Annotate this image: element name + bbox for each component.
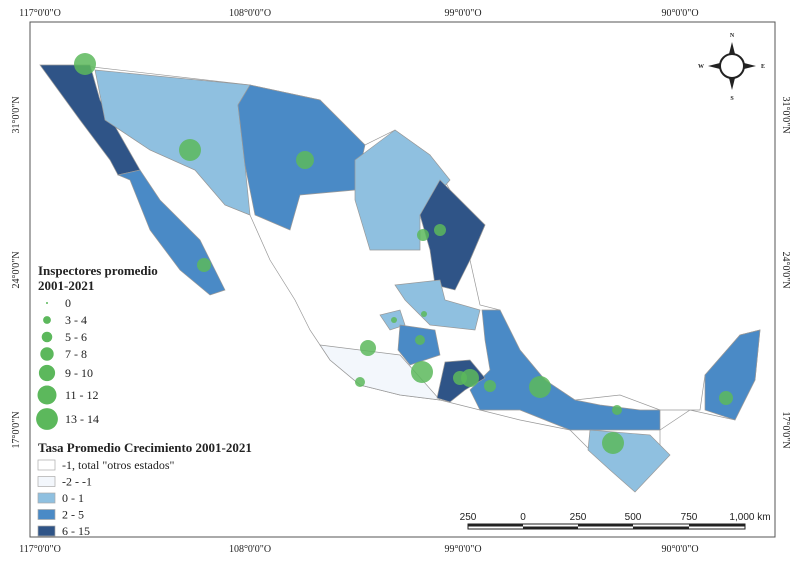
bubble xyxy=(197,258,211,272)
legend-title: Inspectores promedio xyxy=(38,263,158,278)
legend-title: Tasa Promedio Crecimiento 2001-2021 xyxy=(38,440,252,455)
bubble xyxy=(360,340,376,356)
state xyxy=(397,324,441,366)
compass-w: W xyxy=(698,64,704,70)
graticule-label-left: 24°0'0"N xyxy=(11,251,22,288)
bubble xyxy=(602,432,624,454)
scale-bar xyxy=(467,523,746,530)
scale-label: 0 xyxy=(520,512,526,523)
compass: N S E W xyxy=(698,33,765,102)
bubble xyxy=(417,229,429,241)
graticule-label-bottom: 90°0'0"O xyxy=(661,544,698,555)
bubble xyxy=(484,380,496,392)
scale-bar-seg xyxy=(523,526,578,529)
graticule-label-top: 99°0'0"O xyxy=(444,8,481,19)
scale-bar-seg xyxy=(578,524,633,527)
bubble xyxy=(296,151,314,169)
legend-swatch xyxy=(37,509,56,520)
bubble xyxy=(719,391,733,405)
legend-swatch xyxy=(37,476,56,487)
bubble xyxy=(391,317,397,323)
compass-arrows xyxy=(708,42,756,90)
scale-bar-seg xyxy=(689,524,745,527)
bubble xyxy=(529,376,551,398)
graticule-label-top: 90°0'0"O xyxy=(661,8,698,19)
legend-swatch xyxy=(37,492,56,504)
graticule-label-left: 17°0'0"N xyxy=(11,411,22,448)
legend-bubble xyxy=(43,316,51,324)
legend-label: -2 - -1 xyxy=(62,475,92,489)
legend-bubble xyxy=(46,302,48,304)
scale-label: 1,000 km xyxy=(729,512,770,523)
graticule-label-bottom: 108°0'0"O xyxy=(229,544,271,555)
legend-label: 6 - 15 xyxy=(62,524,90,538)
bubble xyxy=(461,369,479,387)
compass-e: E xyxy=(761,64,765,70)
scale-label: 250 xyxy=(570,512,587,523)
graticule-label-right: 31°0'0"N xyxy=(780,96,791,133)
graticule-label-right: 17°0'0"N xyxy=(780,411,791,448)
graticule-label-top: 108°0'0"O xyxy=(229,8,271,19)
scale-label: 250 xyxy=(460,512,477,523)
bubble xyxy=(355,377,365,387)
bubble xyxy=(411,361,433,383)
graticule-label-left: 31°0'0"N xyxy=(11,96,22,133)
legend-bubble xyxy=(37,385,57,405)
legend-label: 5 - 6 xyxy=(65,330,87,344)
state xyxy=(319,344,441,401)
bubble xyxy=(434,224,446,236)
legend-label: 7 - 8 xyxy=(65,347,87,361)
graticule-label-right: 24°0'0"N xyxy=(780,251,791,288)
legend-bubble xyxy=(40,347,54,361)
legend-swatch xyxy=(37,525,56,537)
legend-bubble xyxy=(36,408,58,430)
legend-label: 11 - 12 xyxy=(65,388,99,402)
bubble xyxy=(612,405,622,415)
state xyxy=(704,329,761,421)
compass-ring xyxy=(719,53,745,79)
compass-n: N xyxy=(730,33,735,39)
labels: 117°0'0"O 117°0'0"O 108°0'0"O 108°0'0"O 99°0… xyxy=(11,8,791,555)
state xyxy=(419,179,486,291)
bubbles xyxy=(74,53,733,454)
legend-label: 0 xyxy=(65,296,71,310)
scale-label: 500 xyxy=(625,512,642,523)
scale-label: 750 xyxy=(681,512,698,523)
legend-label: 3 - 4 xyxy=(65,313,87,327)
legend-swatch xyxy=(37,459,56,471)
scale-bar-seg xyxy=(633,526,689,529)
legend-bubble xyxy=(38,364,56,382)
bubble xyxy=(421,311,427,317)
legend-label: -1, total "otros estados" xyxy=(62,458,175,472)
state xyxy=(394,279,481,331)
legend-label: 13 - 14 xyxy=(65,412,99,426)
bubble xyxy=(415,335,425,345)
legend-bubble xyxy=(41,331,53,343)
legend-title: 2001-2021 xyxy=(38,278,94,293)
graticule-label-top: 117°0'0"O xyxy=(19,8,61,19)
graticule-label-bottom: 117°0'0"O xyxy=(19,544,61,555)
bubble xyxy=(179,139,201,161)
legend-label: 0 - 1 xyxy=(62,491,84,505)
states xyxy=(39,64,761,493)
legend-label: 2 - 5 xyxy=(62,508,84,522)
compass-s: S xyxy=(730,96,734,102)
legend-label: 9 - 10 xyxy=(65,366,93,380)
bubble xyxy=(74,53,96,75)
graticule-label-bottom: 99°0'0"O xyxy=(444,544,481,555)
scale-bar-seg xyxy=(468,524,523,527)
